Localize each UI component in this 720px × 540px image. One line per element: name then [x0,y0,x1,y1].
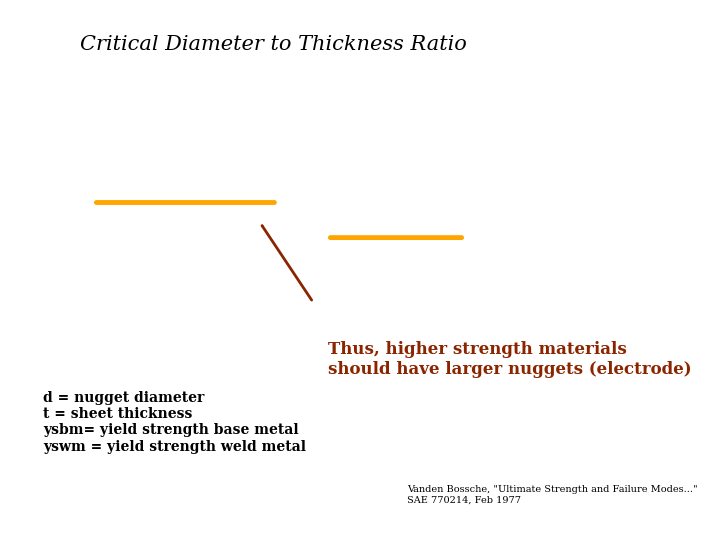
Text: Vanden Bossche, "Ultimate Strength and Failure Modes..."
SAE 770214, Feb 1977: Vanden Bossche, "Ultimate Strength and F… [407,485,698,505]
Text: Critical Diameter to Thickness Ratio: Critical Diameter to Thickness Ratio [80,35,467,54]
Text: Thus, higher strength materials
should have larger nuggets (electrode): Thus, higher strength materials should h… [328,341,691,378]
Text: d = nugget diameter
t = sheet thickness
ysbm= yield strength base metal
yswm = y: d = nugget diameter t = sheet thickness … [43,391,306,454]
